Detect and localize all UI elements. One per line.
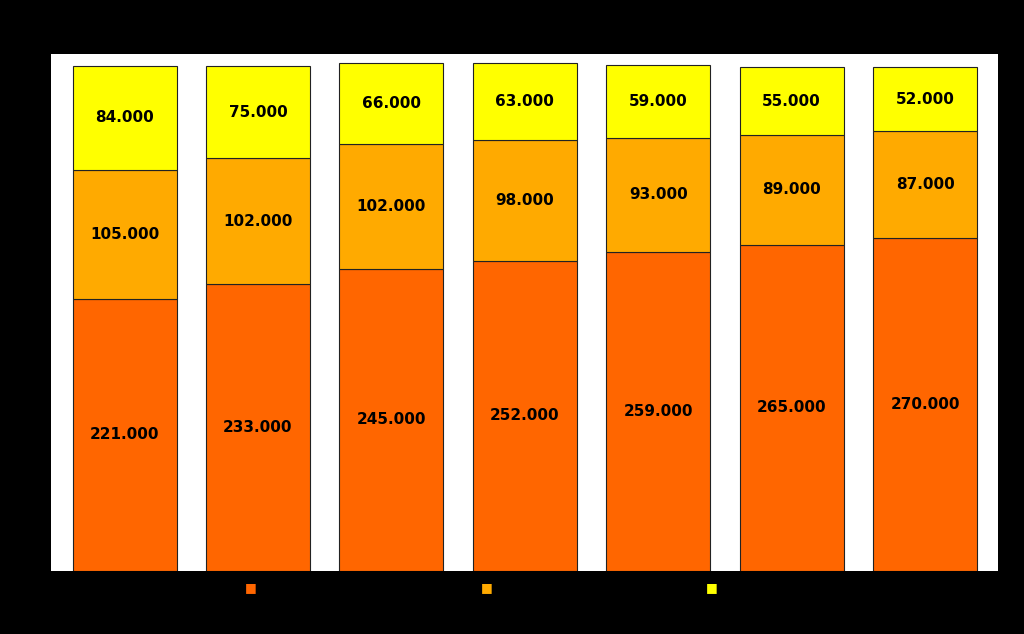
- Text: 98.000: 98.000: [496, 193, 554, 208]
- Bar: [739, 245, 844, 571]
- Bar: [206, 158, 310, 284]
- Text: 66.000: 66.000: [361, 96, 421, 110]
- Text: 52.000: 52.000: [896, 92, 954, 107]
- Text: 84.000: 84.000: [95, 110, 154, 126]
- Bar: [473, 261, 577, 571]
- Bar: [606, 252, 711, 571]
- Text: 102.000: 102.000: [223, 214, 293, 229]
- Bar: [473, 63, 577, 140]
- Text: ■: ■: [480, 581, 493, 594]
- Text: 270.000: 270.000: [890, 397, 959, 412]
- Text: 265.000: 265.000: [757, 400, 826, 415]
- Bar: [873, 238, 977, 571]
- Text: 55.000: 55.000: [762, 94, 821, 109]
- Bar: [206, 284, 310, 571]
- Text: 63.000: 63.000: [496, 94, 554, 109]
- Bar: [339, 269, 443, 571]
- Bar: [739, 67, 844, 135]
- Bar: [339, 144, 443, 269]
- Text: 89.000: 89.000: [762, 183, 821, 197]
- Text: 245.000: 245.000: [356, 412, 426, 427]
- Bar: [206, 66, 310, 158]
- Text: 259.000: 259.000: [624, 404, 693, 419]
- Bar: [739, 135, 844, 245]
- Text: ■: ■: [706, 581, 718, 594]
- Text: 59.000: 59.000: [629, 94, 687, 109]
- Bar: [473, 140, 577, 261]
- Text: 221.000: 221.000: [90, 427, 160, 442]
- Bar: [339, 63, 443, 144]
- Text: 93.000: 93.000: [629, 187, 687, 202]
- Bar: [606, 65, 711, 138]
- Text: 105.000: 105.000: [90, 226, 159, 242]
- Text: 102.000: 102.000: [356, 199, 426, 214]
- Text: ■: ■: [245, 581, 257, 594]
- Text: 87.000: 87.000: [896, 178, 954, 192]
- Bar: [873, 131, 977, 238]
- Text: 252.000: 252.000: [490, 408, 559, 423]
- Bar: [606, 138, 711, 252]
- Text: 233.000: 233.000: [223, 420, 293, 435]
- Bar: [73, 299, 176, 571]
- Bar: [73, 169, 176, 299]
- Bar: [873, 67, 977, 131]
- Text: 75.000: 75.000: [228, 105, 288, 120]
- Bar: [73, 66, 176, 169]
